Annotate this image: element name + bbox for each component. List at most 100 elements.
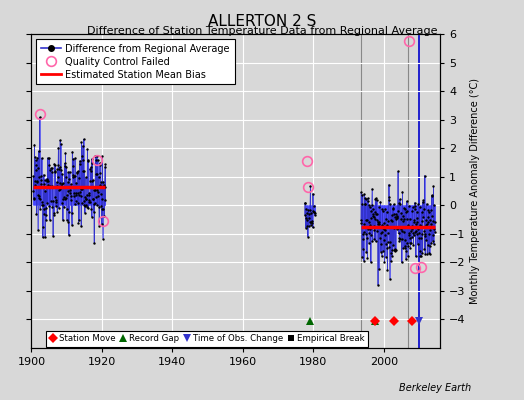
Point — [47, 165, 55, 172]
Point — [36, 114, 44, 120]
Point — [404, 222, 412, 228]
Point — [84, 204, 92, 211]
Point — [100, 182, 108, 188]
Point — [390, 214, 399, 221]
Point — [42, 177, 51, 184]
Point — [380, 259, 389, 266]
Point — [428, 213, 436, 220]
Point — [81, 194, 89, 200]
Point — [67, 196, 75, 203]
Point — [417, 235, 425, 241]
Point — [69, 156, 78, 162]
Point — [427, 207, 435, 214]
Point — [393, 214, 401, 221]
Point — [383, 209, 391, 215]
Point — [421, 217, 430, 223]
Point — [408, 226, 416, 232]
Point — [33, 179, 41, 185]
Point — [78, 200, 86, 206]
Point — [406, 244, 414, 251]
Point — [412, 228, 420, 234]
Point — [415, 230, 423, 237]
Point — [404, 243, 412, 250]
Point — [418, 209, 426, 216]
Point — [87, 164, 95, 170]
Point — [70, 190, 78, 196]
Point — [378, 208, 387, 214]
Y-axis label: Monthly Temperature Anomaly Difference (°C): Monthly Temperature Anomaly Difference (… — [470, 78, 480, 304]
Point — [74, 220, 83, 226]
Point — [52, 203, 60, 210]
Point — [394, 168, 402, 175]
Point — [416, 204, 424, 210]
Point — [429, 218, 437, 224]
Point — [61, 150, 70, 156]
Point — [390, 247, 398, 253]
Point — [412, 220, 420, 227]
Point — [86, 166, 94, 172]
Point — [68, 222, 76, 228]
Point — [58, 200, 66, 206]
Point — [427, 221, 435, 227]
Point — [63, 188, 72, 194]
Point — [51, 169, 59, 175]
Point — [397, 259, 406, 266]
Point — [96, 182, 105, 188]
Point — [416, 222, 424, 228]
Point — [42, 204, 50, 211]
Point — [99, 178, 107, 185]
Point — [56, 180, 64, 186]
Point — [95, 222, 103, 229]
Point — [393, 214, 401, 220]
Point — [59, 184, 68, 191]
Point — [35, 173, 43, 180]
Point — [431, 219, 439, 226]
Point — [408, 223, 417, 229]
Point — [92, 170, 100, 177]
Point — [40, 206, 49, 213]
Point — [54, 144, 62, 151]
Point — [58, 180, 67, 187]
Point — [421, 250, 429, 257]
Point — [74, 190, 82, 196]
Point — [76, 189, 84, 195]
Point — [420, 228, 428, 234]
Point — [359, 231, 367, 237]
Point — [93, 202, 101, 208]
Point — [55, 165, 63, 172]
Point — [64, 232, 73, 238]
Point — [407, 228, 415, 234]
Point — [63, 206, 71, 212]
Point — [307, 210, 315, 216]
Point — [392, 212, 401, 219]
Point — [53, 182, 61, 189]
Point — [44, 178, 52, 185]
Point — [63, 192, 71, 198]
Point — [376, 249, 385, 255]
Point — [378, 229, 386, 236]
Point — [305, 218, 314, 225]
Point — [383, 267, 391, 273]
Point — [394, 225, 402, 231]
Point — [423, 219, 432, 226]
Point — [42, 212, 50, 218]
Point — [99, 235, 107, 242]
Point — [41, 188, 50, 194]
Point — [423, 242, 432, 248]
Point — [361, 201, 369, 208]
Point — [376, 224, 384, 230]
Point — [407, 240, 416, 246]
Point — [44, 182, 52, 188]
Point — [364, 226, 373, 232]
Point — [382, 241, 390, 247]
Point — [81, 202, 90, 208]
Point — [403, 253, 412, 259]
Point — [426, 226, 434, 233]
Point — [379, 226, 388, 232]
Point — [310, 203, 318, 210]
Point — [40, 211, 48, 217]
Point — [361, 200, 369, 207]
Point — [101, 197, 110, 204]
Point — [357, 254, 366, 260]
Point — [419, 198, 427, 205]
